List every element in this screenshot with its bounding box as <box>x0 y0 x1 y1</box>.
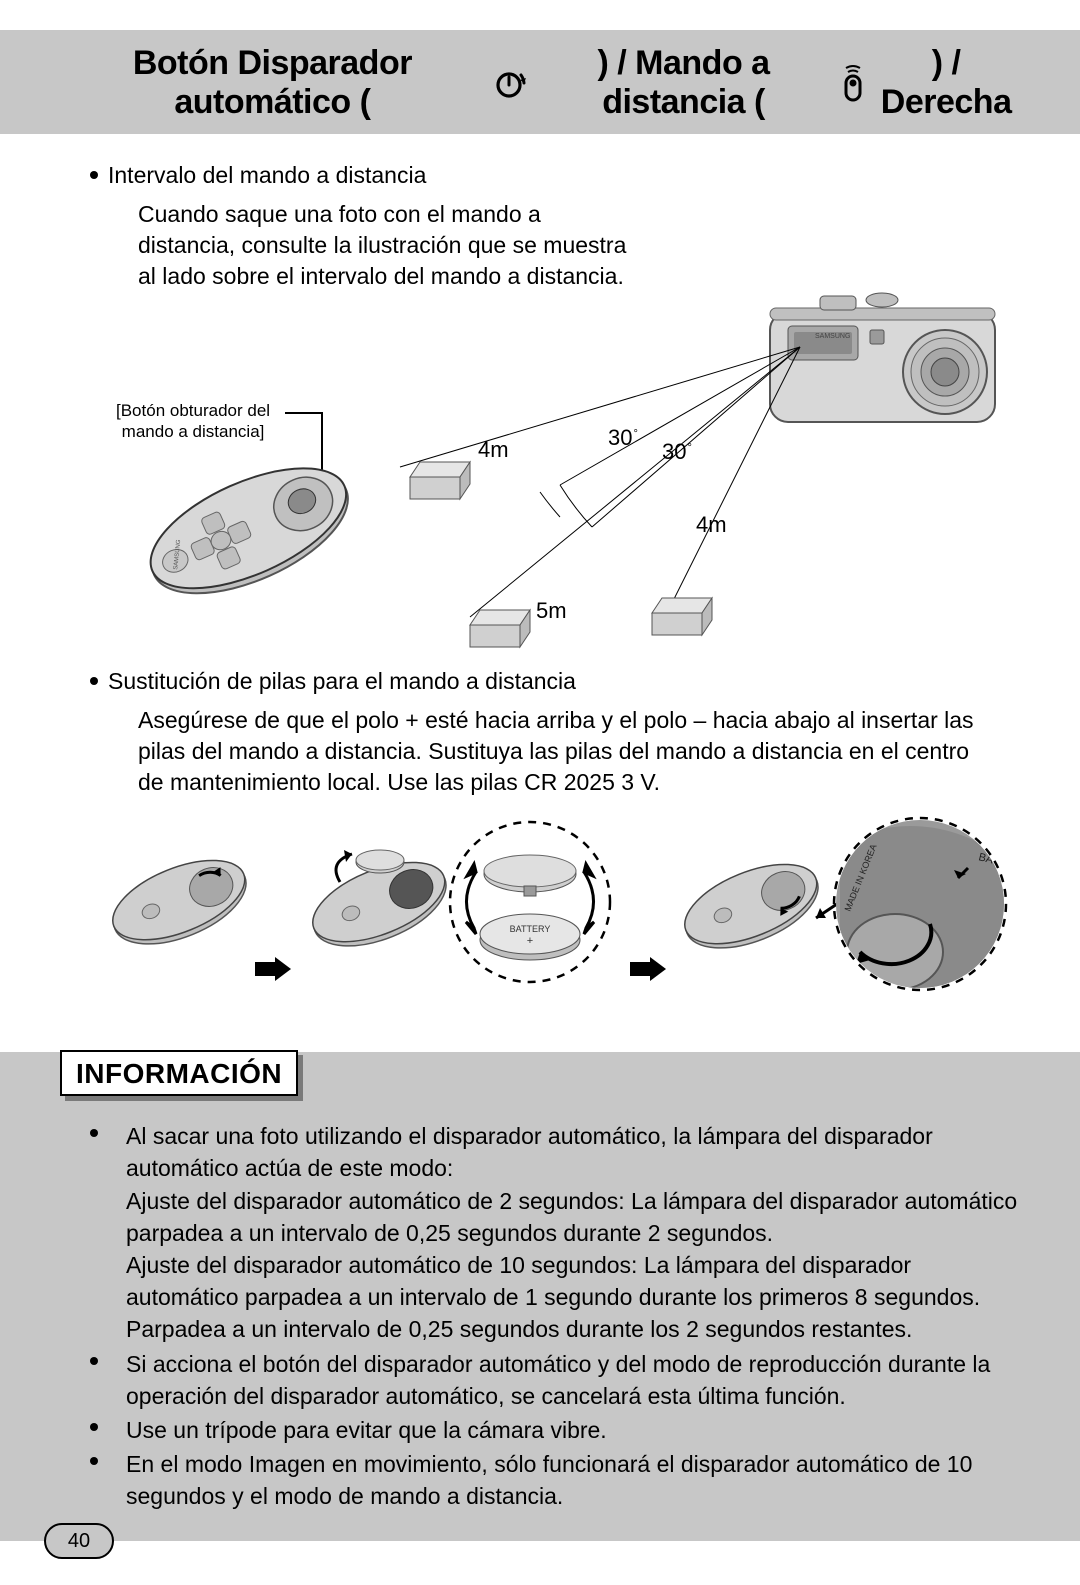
info-b1-p3: Ajuste del disparador automático de 10 s… <box>126 1252 980 1342</box>
info-b4: En el modo Imagen en movimiento, sólo fu… <box>108 1448 1020 1512</box>
battery-label: BATTERY <box>510 924 551 934</box>
label-30-left: 30° <box>608 425 638 451</box>
label-4m-right: 4m <box>696 512 727 538</box>
section1-heading: Intervalo del mando a distancia <box>108 162 426 189</box>
label-30-right: 30° <box>662 439 692 465</box>
remote-illustration: SAMSUNG <box>130 457 370 612</box>
svg-text:+: + <box>527 935 533 947</box>
label-5m: 5m <box>536 598 567 624</box>
section2-heading: Sustitución de pilas para el mando a dis… <box>108 668 576 695</box>
info-heading: INFORMACIÓN <box>60 1050 298 1096</box>
bullet-icon <box>90 1423 98 1431</box>
bullet-icon <box>90 171 98 179</box>
page-number: 40 <box>44 1523 114 1559</box>
range-fan <box>390 337 870 672</box>
bullet-icon <box>90 677 98 685</box>
bullet-icon <box>90 1129 98 1137</box>
remote-caption-l1: [Botón obturador del <box>116 401 270 420</box>
title-bar: Botón Disparador automático ( ) / Mando … <box>0 30 1080 134</box>
info-b2: Si acciona el botón del disparador autom… <box>108 1348 1020 1412</box>
section1-body: Cuando saque una foto con el mando a dis… <box>90 199 650 292</box>
title-part2: ) / Mando a distancia ( <box>533 44 835 122</box>
label-4m-left: 4m <box>478 437 509 463</box>
section-remote-range: Intervalo del mando a distancia Cuando s… <box>60 162 1020 292</box>
title-part3: ) / Derecha <box>872 44 1020 122</box>
information-box: INFORMACIÓN Al sacar una foto utilizando… <box>0 1052 1080 1540</box>
page-number-value: 40 <box>68 1530 90 1553</box>
section-battery: Sustitución de pilas para el mando a dis… <box>60 668 1020 798</box>
info-b1: Al sacar una foto utilizando el disparad… <box>108 1120 1020 1345</box>
bullet-icon <box>90 1357 98 1365</box>
remote-caption-l2: mando a distancia] <box>116 421 270 442</box>
battery-diagram: BATTERY + <box>60 812 1020 1032</box>
page-title: Botón Disparador automático ( ) / Mando … <box>60 44 1020 122</box>
self-timer-icon <box>491 65 527 101</box>
info-b1-p2: Ajuste del disparador automático de 2 se… <box>126 1188 1017 1246</box>
remote-caption: [Botón obturador del mando a distancia] <box>116 400 270 443</box>
bullet-icon <box>90 1457 98 1465</box>
remote-icon <box>840 64 866 102</box>
section2-body: Asegúrese de que el polo + esté hacia ar… <box>90 705 1020 798</box>
title-part1: Botón Disparador automático ( <box>60 44 485 122</box>
range-diagram: [Botón obturador del mando a distancia] <box>60 302 1020 662</box>
info-b3: Use un trípode para evitar que la cámara… <box>108 1414 607 1446</box>
info-b1-lead: Al sacar una foto utilizando el disparad… <box>126 1123 933 1181</box>
